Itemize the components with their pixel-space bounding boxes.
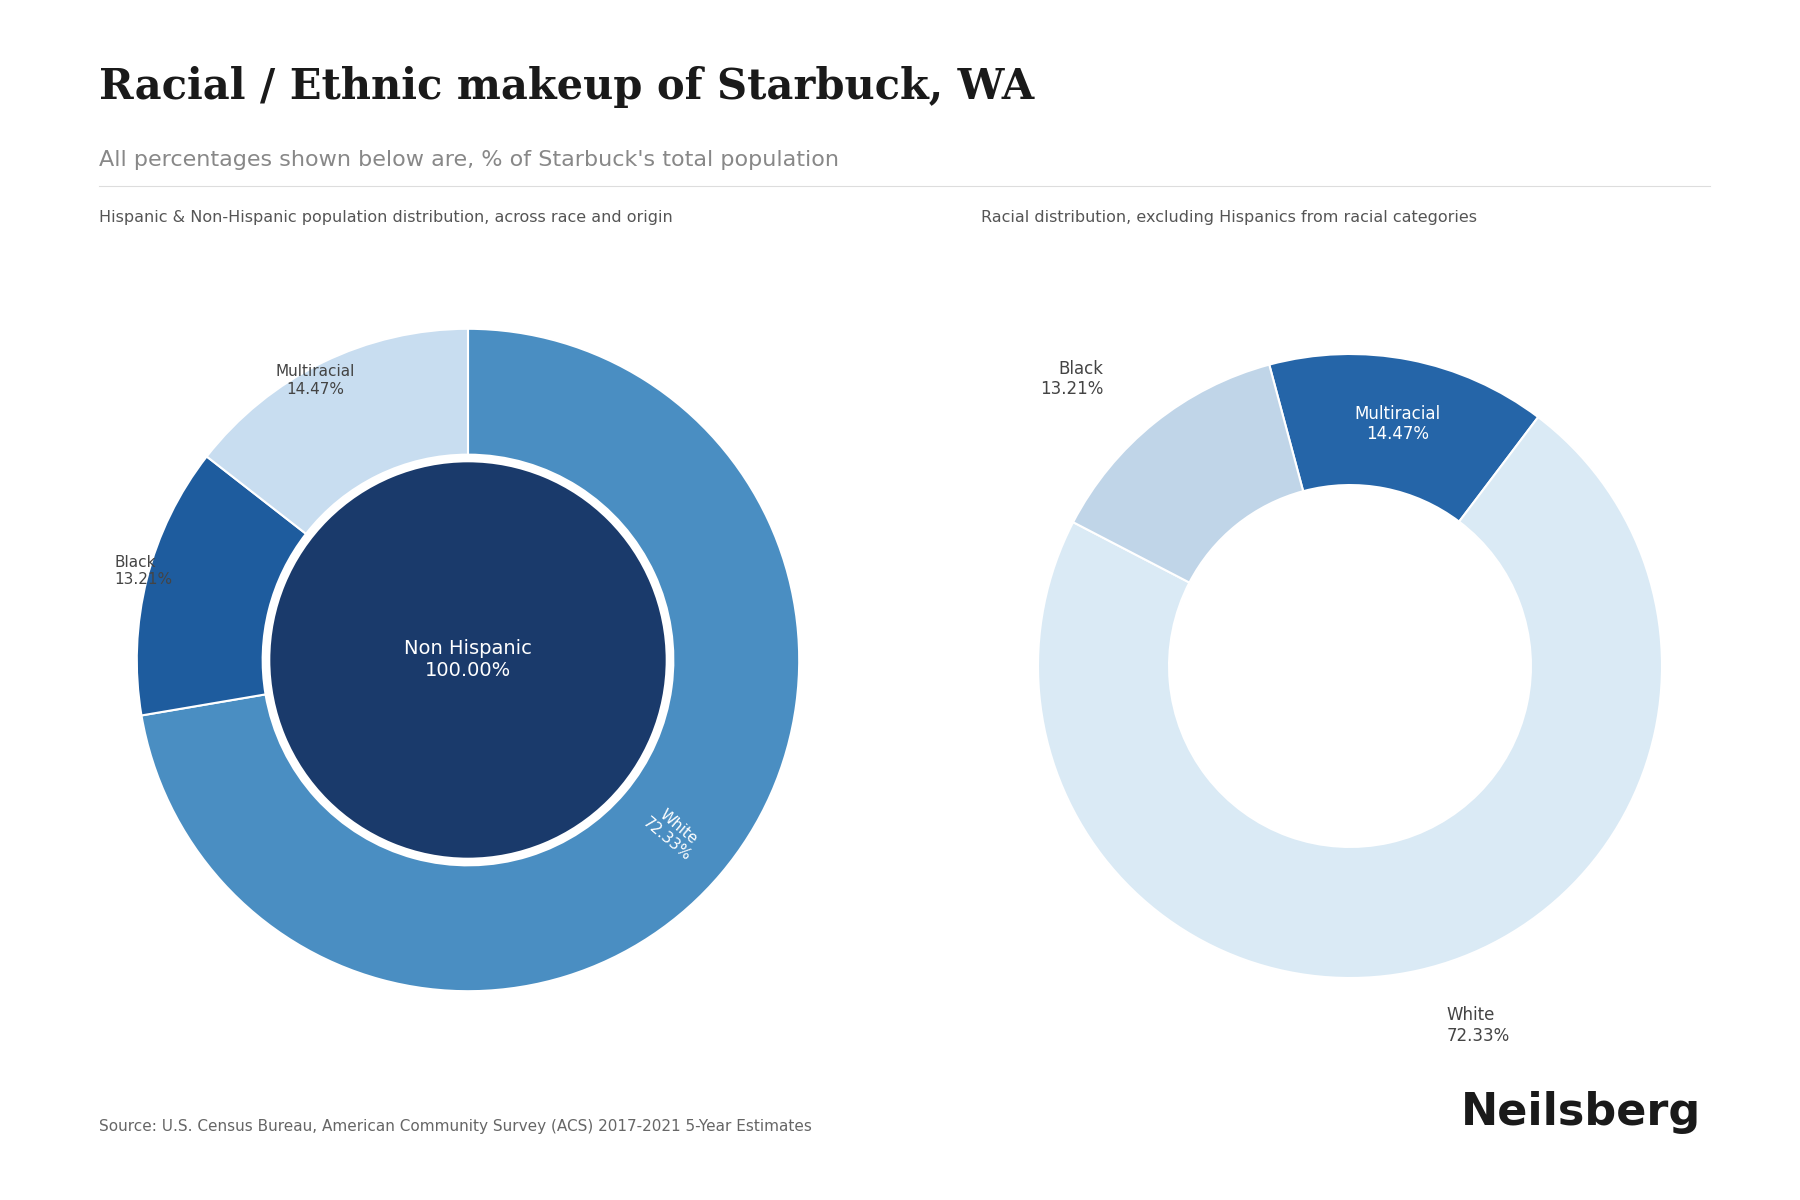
Text: Racial distribution, excluding Hispanics from racial categories: Racial distribution, excluding Hispanics… [981,210,1478,226]
Wedge shape [1039,418,1661,978]
Wedge shape [207,329,468,534]
Text: Hispanic & Non-Hispanic population distribution, across race and origin: Hispanic & Non-Hispanic population distr… [99,210,673,226]
Wedge shape [1073,365,1303,582]
Wedge shape [1269,354,1539,522]
Wedge shape [137,456,306,715]
Text: Source: U.S. Census Bureau, American Community Survey (ACS) 2017-2021 5-Year Est: Source: U.S. Census Bureau, American Com… [99,1118,812,1134]
Text: Black
13.21%: Black 13.21% [1040,360,1103,398]
Text: Multiracial
14.47%: Multiracial 14.47% [275,364,355,396]
Text: Neilsberg: Neilsberg [1462,1091,1701,1134]
Text: Racial / Ethnic makeup of Starbuck, WA: Racial / Ethnic makeup of Starbuck, WA [99,66,1035,108]
Text: Non Hispanic
100.00%: Non Hispanic 100.00% [403,640,533,680]
Text: White
72.33%: White 72.33% [641,802,706,864]
Text: Black
13.21%: Black 13.21% [115,554,173,587]
Wedge shape [270,461,666,859]
Text: Multiracial
14.47%: Multiracial 14.47% [1354,404,1440,444]
Wedge shape [142,329,799,991]
Text: All percentages shown below are, % of Starbuck's total population: All percentages shown below are, % of St… [99,150,839,170]
Text: White
72.33%: White 72.33% [1447,1006,1510,1044]
